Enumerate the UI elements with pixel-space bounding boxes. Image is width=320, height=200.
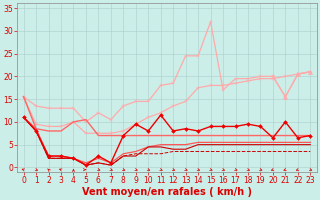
X-axis label: Vent moyen/en rafales ( km/h ): Vent moyen/en rafales ( km/h ) <box>82 187 252 197</box>
